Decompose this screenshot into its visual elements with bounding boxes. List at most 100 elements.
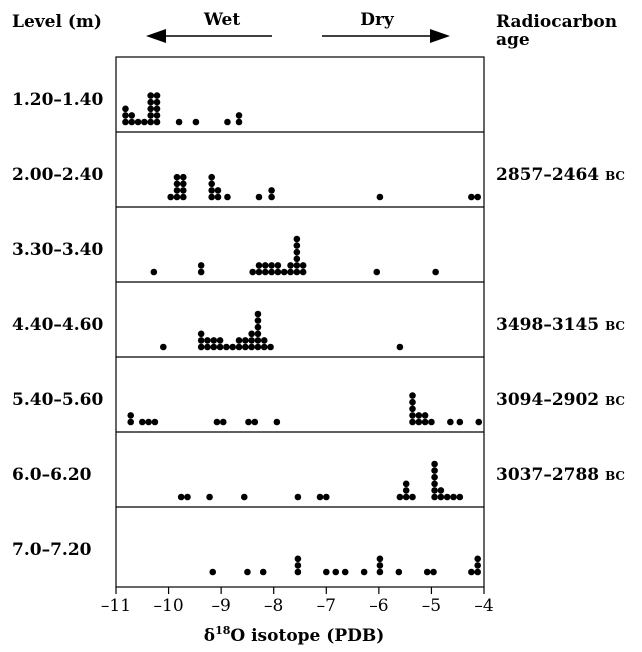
data-point [255,193,263,201]
data-point [332,568,340,576]
data-point [242,337,249,344]
data-point [376,568,384,576]
data-point [153,98,161,106]
data-point [402,480,410,488]
data-point [259,568,267,576]
data-point [160,343,167,351]
data-point [254,323,262,331]
x-tick-label: –9 [211,596,230,616]
radiocarbon-header-line1: Radiocarbon [496,12,617,32]
data-point [431,487,438,494]
data-point [474,562,481,569]
data-point [235,118,243,126]
data-point [208,173,215,181]
x-axis-label-rest: O isotope (PDB) [230,626,384,646]
data-point [244,568,251,576]
data-point [409,418,416,426]
data-point [274,268,282,276]
data-point [122,118,129,126]
data-point [299,262,307,269]
data-point [415,412,423,419]
data-point [376,193,384,201]
data-point [293,262,301,269]
data-point [322,493,330,501]
data-point [450,493,457,501]
data-point [197,330,205,338]
data-point [210,343,218,351]
data-point [415,418,423,426]
data-point [184,493,191,501]
data-point [409,412,416,419]
data-point [240,493,248,501]
data-point [273,418,281,426]
data-point [245,418,252,426]
panel-3: 3.30–3.40 [12,206,484,276]
data-point [255,268,263,276]
data-point [431,467,438,474]
data-point [260,343,268,351]
data-point [447,418,454,426]
data-point [287,262,294,269]
level-header: Level (m) [12,12,102,32]
panel-2: 2.00–2.40 2857–2464 BC [12,131,625,201]
data-point [262,262,269,269]
data-point [150,268,158,276]
data-point [224,193,231,201]
data-point [456,493,464,501]
x-tick-label: –10 [154,596,184,616]
data-point [197,343,205,351]
level-label: 1.20–1.40 [12,90,103,110]
data-point [208,193,215,201]
data-point [179,187,187,194]
dry-label: Dry [360,10,395,30]
data-point [248,330,255,338]
data-point [402,493,410,501]
data-point [223,343,230,351]
data-point [287,268,294,276]
data-point [153,92,161,99]
x-axis-label: δ18O isotope (PDB) [204,624,385,646]
data-point [431,493,438,501]
data-point [293,242,301,249]
data-point [179,193,187,201]
data-point [474,555,481,563]
data-point [147,118,154,126]
data-point [262,268,269,276]
plot-frame [115,56,485,588]
x-tick-label: –4 [474,596,493,616]
data-point [179,173,187,181]
data-point [145,418,152,426]
wet-label: Wet [203,10,241,30]
x-axis-label-sup: 18 [215,624,231,637]
age-label: 2857–2464 BC [496,165,625,185]
data-point [443,493,451,501]
x-axis-label-delta: δ [204,626,215,646]
data-point [474,193,481,201]
data-point [204,337,211,344]
x-tick-label: –7 [317,596,336,616]
x-tick-label: –6 [369,596,388,616]
data-point [409,405,416,413]
data-point [179,180,187,188]
data-point [208,187,215,194]
data-point [134,118,142,126]
data-point [376,555,384,563]
data-point [274,262,282,269]
data-point [430,568,437,576]
data-point [242,343,249,351]
data-point [360,568,368,576]
panel-5: 5.40–5.60 3094–2902 BC [12,356,625,426]
data-point [128,118,136,126]
data-point [235,337,243,344]
data-point [122,112,129,119]
data-point [254,343,262,351]
data-point [409,398,416,406]
data-point [254,317,262,324]
data-point [147,112,154,119]
data-point [197,337,205,344]
data-point [175,118,183,126]
data-point [147,98,154,106]
data-point [177,493,185,501]
data-point [209,568,217,576]
